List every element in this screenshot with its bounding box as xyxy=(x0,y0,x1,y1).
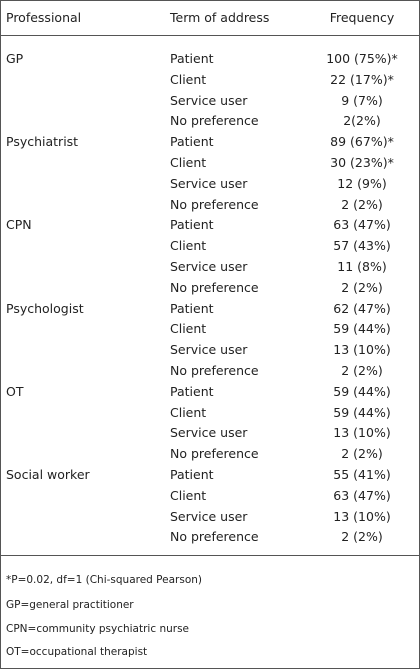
frequency: 13 (10%) xyxy=(333,342,391,358)
frequency: 100 (75%)* xyxy=(326,51,398,66)
term-of-address: No preference xyxy=(170,113,259,129)
frequency: 2 (2%) xyxy=(341,196,383,212)
frequency: 30 (23%)* xyxy=(330,155,394,170)
footnote: GP=general practitioner xyxy=(6,599,134,611)
frequency: 59 (44%) xyxy=(333,321,391,337)
term-of-address: No preference xyxy=(170,196,259,212)
term-of-address: Patient xyxy=(170,51,214,66)
term-of-address: Client xyxy=(170,155,207,170)
term-of-address: Service user xyxy=(170,508,248,524)
rule xyxy=(0,0,420,1)
footnote: *P=0.02, df=1 (Chi-squared Pearson) xyxy=(6,574,202,586)
frequency: 63 (47%) xyxy=(333,487,391,503)
frequency: 12 (9%) xyxy=(337,175,387,191)
rule xyxy=(0,35,420,36)
term-of-address: Patient xyxy=(170,467,214,482)
term-of-address: No preference xyxy=(170,529,259,545)
column-header: Frequency xyxy=(329,10,395,25)
frequency: 62 (47%) xyxy=(333,300,391,316)
term-of-address: Client xyxy=(170,404,207,420)
frequency: 63 (47%) xyxy=(333,217,391,233)
term-of-address: No preference xyxy=(170,279,259,295)
frequency: 2 (2%) xyxy=(341,529,383,545)
frequency: 55 (41%) xyxy=(333,467,391,482)
term-of-address: Service user xyxy=(170,425,248,441)
frequency: 2(2%) xyxy=(343,113,381,129)
frequency: 2 (2%) xyxy=(341,363,383,378)
term-of-address: Patient xyxy=(170,383,214,399)
term-of-address: Client xyxy=(170,321,207,337)
professional: CPN xyxy=(6,217,32,233)
frequency: 89 (67%)* xyxy=(330,134,394,150)
professional: Psychologist xyxy=(6,300,84,316)
term-of-address: No preference xyxy=(170,363,259,378)
frequency: 13 (10%) xyxy=(333,508,391,524)
footnote: CPN=community psychiatric nurse xyxy=(6,623,190,635)
professional: Social worker xyxy=(6,467,90,482)
professional: OT xyxy=(6,383,24,399)
frequency: 59 (44%) xyxy=(333,404,391,420)
frequency: 11 (8%) xyxy=(337,259,387,274)
term-of-address: Service user xyxy=(170,92,248,108)
footnote: OT=occupational therapist xyxy=(6,646,148,658)
frequency: 59 (44%) xyxy=(333,383,391,399)
term-of-address: Patient xyxy=(170,134,214,150)
frequency: 2 (2%) xyxy=(341,279,383,295)
rule xyxy=(0,555,420,556)
professional: Psychiatrist xyxy=(6,134,79,150)
term-of-address: No preference xyxy=(170,446,259,462)
frequency: 57 (43%) xyxy=(333,238,391,254)
term-of-address: Patient xyxy=(170,217,214,233)
frequency: 13 (10%) xyxy=(333,425,391,441)
rule xyxy=(0,0,1,669)
term-of-address: Service user xyxy=(170,175,248,191)
term-of-address: Client xyxy=(170,238,207,254)
term-of-address: Client xyxy=(170,487,207,503)
column-header: Professional xyxy=(6,10,82,25)
frequency: 2 (2%) xyxy=(341,446,383,462)
frequency: 22 (17%)* xyxy=(330,71,394,87)
term-of-address: Service user xyxy=(170,259,248,274)
term-of-address: Patient xyxy=(170,300,214,316)
term-of-address: Client xyxy=(170,71,207,87)
column-header: Term of address xyxy=(170,10,270,25)
frequency: 9 (7%) xyxy=(341,92,383,108)
professional: GP xyxy=(6,51,24,66)
term-of-address: Service user xyxy=(170,342,248,358)
